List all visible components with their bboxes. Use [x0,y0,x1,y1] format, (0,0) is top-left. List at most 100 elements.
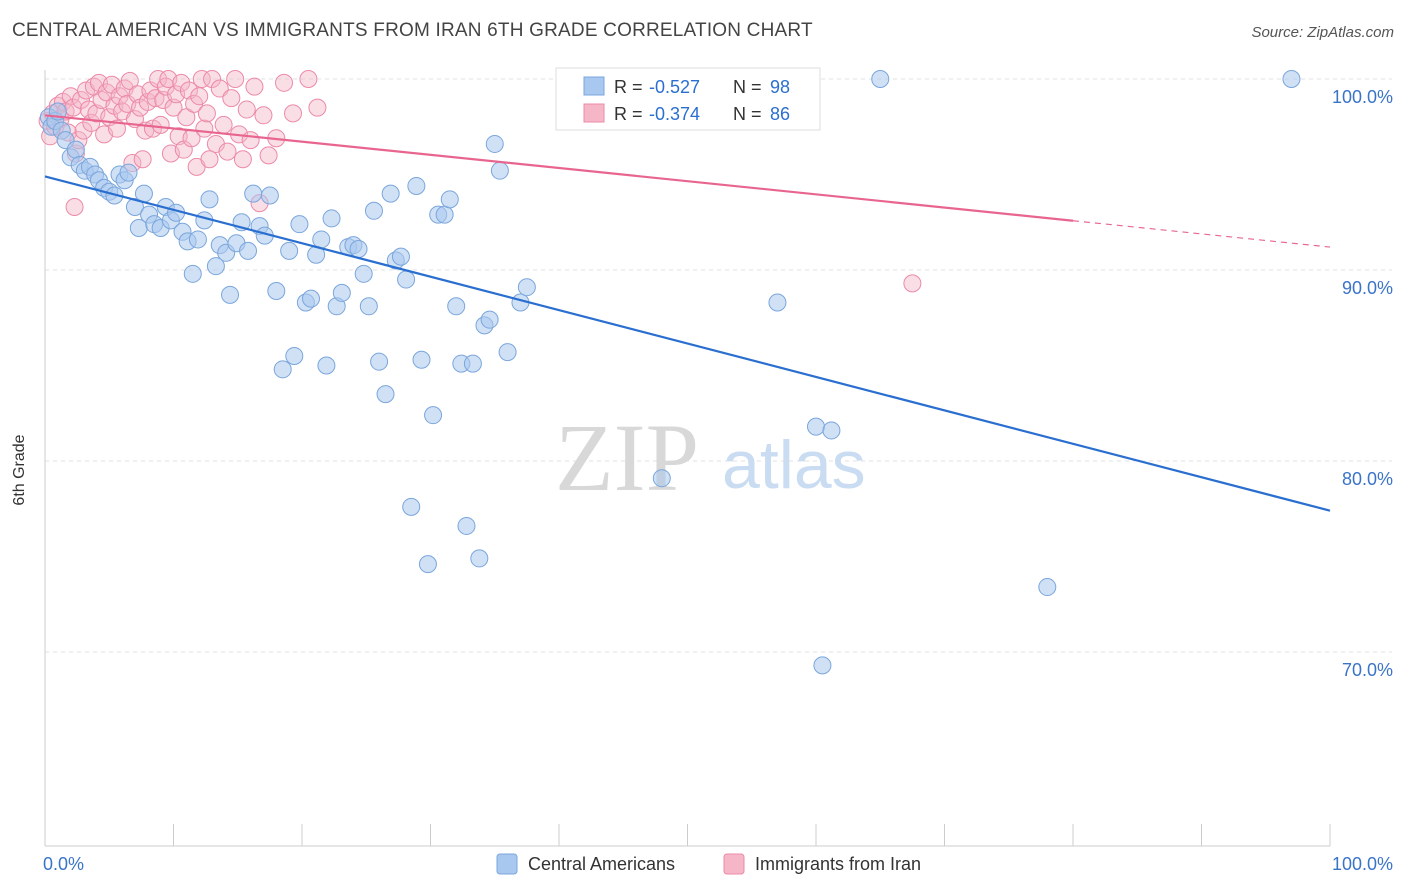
point-central-american [322,209,341,228]
point-central-american [807,417,825,436]
point-central-american [285,346,304,365]
y-tick-label: 90.0% [1342,278,1393,298]
correlation-legend: R = -0.527 N = 98 R = -0.374 N = 86 [555,67,821,131]
watermark-atlas: atlas [722,427,866,503]
axes [44,70,1331,847]
y-tick-label: 70.0% [1342,660,1393,680]
point-iran [237,100,256,119]
point-iran [151,115,170,134]
point-central-american [402,497,421,516]
trend-line-central-american-solid [44,175,1331,512]
point-central-american [485,134,504,153]
point-iran [222,89,241,108]
point-central-american [407,176,426,195]
point-iran [254,106,273,125]
legend-r-label-1: R = [614,77,643,97]
point-central-american [317,356,336,375]
point-iran [164,98,183,117]
point-central-american [188,230,207,249]
point-central-american [359,297,378,316]
legend-r-value-1: -0.527 [649,77,700,97]
point-central-american [370,352,389,371]
point-central-american [332,283,351,302]
point-central-american [490,161,509,180]
point-iran [179,81,198,100]
point-iran [241,131,260,150]
point-central-american [376,385,395,404]
series-legend-swatch-pink [723,853,745,875]
point-iran [233,150,252,169]
source-credit: Source: ZipAtlas.com [1251,24,1394,41]
point-iran [245,77,264,96]
point-central-american [239,241,258,260]
point-iran [197,104,216,123]
point-iran [190,87,209,106]
point-central-american [871,70,890,88]
watermark-zip: ZIP [555,404,699,511]
tick-labels: 100.0% 90.0% 80.0% 70.0% 0.0% 100.0% [43,87,1393,874]
point-central-american [822,421,841,440]
point-iran [275,73,294,92]
point-central-american [349,239,368,258]
legend-n-value-1: 98 [770,77,790,97]
legend-swatch-pink [583,103,605,123]
trend-line-iran-solid [44,114,1074,222]
series-legend-swatch-blue [496,853,518,875]
legend-r-value-2: -0.374 [649,104,700,124]
point-central-american [364,201,383,220]
point-iran [149,70,168,88]
point-iran [308,98,327,117]
point-iran [71,91,90,110]
chart-title: CENTRAL AMERICAN VS IMMIGRANTS FROM IRAN… [12,20,813,41]
legend-r-label-2: R = [614,104,643,124]
point-central-american [1282,70,1301,88]
point-central-american [480,310,499,329]
point-iran [284,104,303,123]
point-central-american [206,257,225,276]
point-iran [195,119,214,138]
point-central-american [221,285,240,304]
point-central-american [517,278,536,297]
point-central-american [813,656,832,675]
point-central-american [391,247,410,266]
point-central-american [435,205,454,224]
point-central-american [125,197,144,216]
watermark: ZIP atlas [555,404,866,511]
series-legend-label-blue: Central Americans [528,854,675,874]
series-legend-label-pink: Immigrants from Iran [755,854,921,874]
legend-n-label-2: N = [733,104,762,124]
point-central-american [183,264,202,283]
point-central-american [652,469,671,488]
point-central-american [381,184,400,203]
series-legend: Central Americans Immigrants from Iran [496,853,921,875]
point-iran [210,79,229,98]
y-tick-label: 100.0% [1332,87,1393,107]
point-iran [903,274,922,293]
point-central-american [301,289,320,308]
point-central-american [66,140,85,159]
legend-n-label-1: N = [733,77,762,97]
point-iran [107,119,126,138]
point-central-american [260,186,279,205]
point-iran [120,71,139,90]
point-iran [226,70,245,88]
point-iran [203,70,222,88]
point-iran [133,150,152,169]
point-central-american [273,360,292,379]
point-central-american [418,555,437,574]
point-central-american [119,163,138,182]
point-central-american [200,190,219,209]
legend-n-value-2: 86 [770,104,790,124]
point-iran [214,115,233,134]
point-central-american [1038,578,1057,597]
point-central-american [447,297,466,316]
point-central-american [768,293,787,312]
trend-line-iran-dashed [1072,220,1331,248]
point-central-american [412,350,431,369]
y-tick-label: 80.0% [1342,469,1393,489]
point-central-american [312,230,331,249]
series-iran-points [38,70,922,293]
point-iran [177,108,196,127]
point-central-american [424,406,443,425]
x-tick-label: 0.0% [43,854,84,874]
